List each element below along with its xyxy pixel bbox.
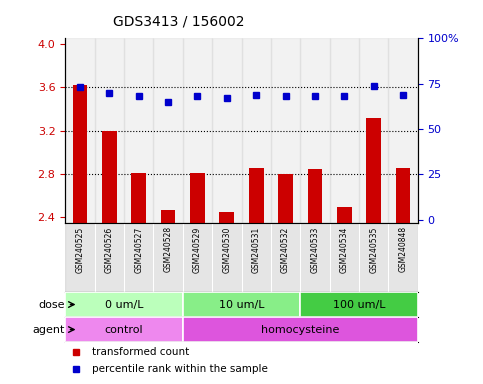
Bar xyxy=(300,223,329,292)
Bar xyxy=(154,38,183,223)
Bar xyxy=(300,38,329,223)
Bar xyxy=(396,167,411,223)
Text: GSM240532: GSM240532 xyxy=(281,226,290,273)
Bar xyxy=(124,38,154,223)
Text: GSM240526: GSM240526 xyxy=(105,226,114,273)
Bar xyxy=(388,223,418,292)
Bar xyxy=(65,38,95,223)
Bar xyxy=(329,38,359,223)
Bar xyxy=(183,223,212,292)
Bar xyxy=(278,174,293,223)
Bar xyxy=(212,38,242,223)
Bar xyxy=(271,38,300,223)
Bar xyxy=(212,223,242,292)
Text: homocysteine: homocysteine xyxy=(261,324,340,334)
Bar xyxy=(161,210,175,223)
Text: 100 um/L: 100 um/L xyxy=(333,300,385,310)
Bar xyxy=(183,317,418,342)
Text: 10 um/L: 10 um/L xyxy=(219,300,264,310)
Bar xyxy=(308,169,322,223)
Text: GSM240530: GSM240530 xyxy=(222,226,231,273)
Bar xyxy=(300,292,418,317)
Text: agent: agent xyxy=(32,324,65,334)
Bar xyxy=(65,223,95,292)
Bar xyxy=(388,38,418,223)
Bar xyxy=(271,223,300,292)
Text: GSM240529: GSM240529 xyxy=(193,226,202,273)
Bar xyxy=(367,118,381,223)
Text: GSM240525: GSM240525 xyxy=(75,226,85,273)
Text: GDS3413 / 156002: GDS3413 / 156002 xyxy=(113,15,244,29)
Text: 0 um/L: 0 um/L xyxy=(105,300,143,310)
Text: control: control xyxy=(105,324,143,334)
Bar xyxy=(183,292,300,317)
Bar xyxy=(219,212,234,223)
Bar xyxy=(95,223,124,292)
Bar xyxy=(242,38,271,223)
Text: GSM240535: GSM240535 xyxy=(369,226,378,273)
Bar xyxy=(65,292,183,317)
Text: GSM240534: GSM240534 xyxy=(340,226,349,273)
Text: GSM240848: GSM240848 xyxy=(398,226,408,272)
Bar xyxy=(131,173,146,223)
Bar xyxy=(102,131,116,223)
Text: GSM240531: GSM240531 xyxy=(252,226,261,273)
Text: GSM240528: GSM240528 xyxy=(164,226,172,272)
Bar xyxy=(242,223,271,292)
Bar xyxy=(72,85,87,223)
Bar xyxy=(154,223,183,292)
Bar xyxy=(359,223,388,292)
Text: percentile rank within the sample: percentile rank within the sample xyxy=(92,364,268,374)
Bar xyxy=(337,207,352,223)
Bar xyxy=(359,38,388,223)
Text: transformed count: transformed count xyxy=(92,347,189,357)
Text: GSM240533: GSM240533 xyxy=(311,226,319,273)
Bar xyxy=(124,223,154,292)
Text: GSM240527: GSM240527 xyxy=(134,226,143,273)
Bar xyxy=(190,173,205,223)
Bar xyxy=(329,223,359,292)
Bar xyxy=(249,167,264,223)
Bar xyxy=(95,38,124,223)
Text: dose: dose xyxy=(39,300,65,310)
Bar xyxy=(183,38,212,223)
Bar xyxy=(65,317,183,342)
